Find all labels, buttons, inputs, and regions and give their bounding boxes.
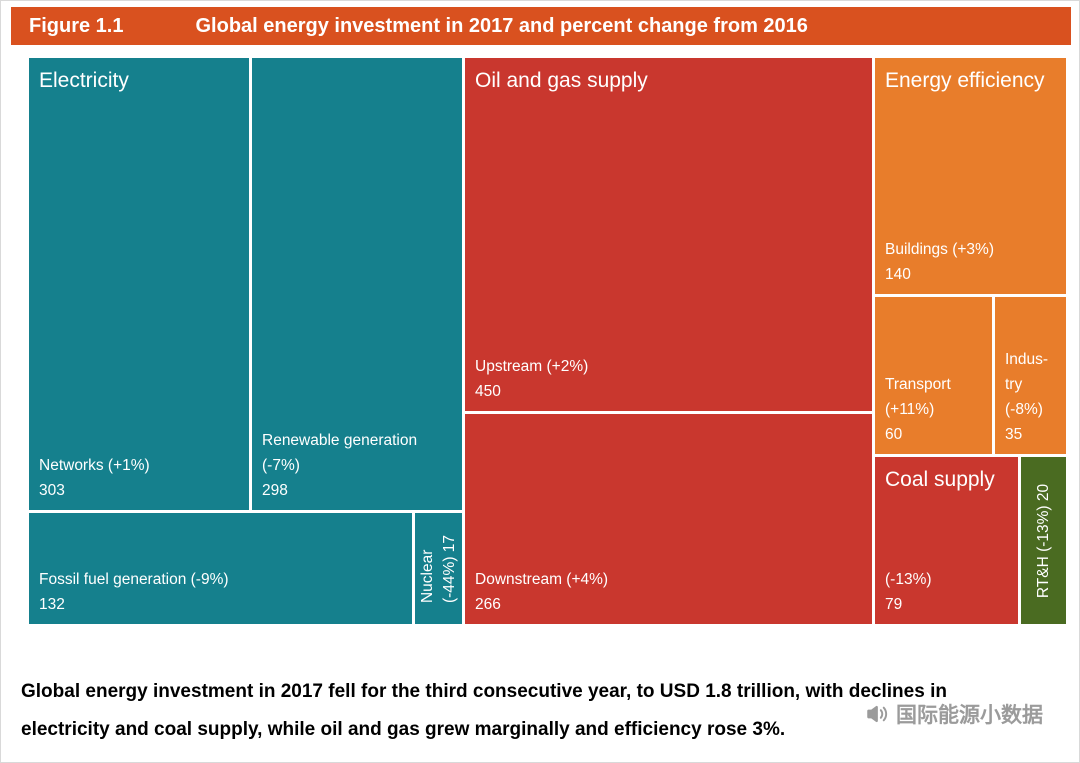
treemap-tile-renewable-generation: Renewable generation (-7%) 298 bbox=[252, 58, 462, 510]
treemap-tile-rth: RT&H (-13%) 20 bbox=[1021, 457, 1066, 624]
watermark: 国际能源小数据 bbox=[864, 699, 1043, 729]
caption-line-1: Global energy investment in 2017 fell fo… bbox=[21, 681, 947, 702]
group-header-electricity: Electricity bbox=[39, 69, 129, 92]
figure-title: Global energy investment in 2017 and per… bbox=[195, 14, 808, 37]
figure-number: Figure 1.1 bbox=[29, 14, 124, 37]
tile-value-renewable: 298 bbox=[262, 482, 288, 499]
tile-value-networks: 303 bbox=[39, 482, 65, 499]
tile-value-downstream: 266 bbox=[475, 596, 501, 613]
tile-label-coal: (-13%) bbox=[885, 571, 932, 588]
figure-caption: Global energy investment in 2017 fell fo… bbox=[21, 673, 1071, 749]
treemap-tile-nuclear: Nuclear (-44%) 17 bbox=[415, 513, 462, 624]
treemap-chart: Electricity Networks (+1%) 303 Renewable… bbox=[29, 58, 1066, 624]
tile-value-industry: 35 bbox=[1005, 426, 1023, 443]
tile-label-buildings: Buildings (+3%) bbox=[885, 241, 994, 258]
tile-value-transport: 60 bbox=[885, 426, 903, 443]
treemap-tile-buildings: Energy efficiency Buildings (+3%) 140 bbox=[875, 58, 1066, 294]
tile-label-downstream: Downstream (+4%) bbox=[475, 571, 609, 588]
treemap-tile-coal-supply: Coal supply (-13%) 79 bbox=[875, 457, 1018, 624]
tile-label-fossil: Fossil fuel generation (-9%) bbox=[39, 571, 229, 588]
tile-value-coal: 79 bbox=[885, 596, 903, 613]
tile-label-nuclear: Nuclear bbox=[418, 549, 436, 603]
group-header-oil-and-gas: Oil and gas supply bbox=[475, 69, 648, 92]
tile-label-networks: Networks (+1%) bbox=[39, 457, 150, 474]
caption-line-2: electricity and coal supply, while oil a… bbox=[21, 719, 786, 740]
tile-value-upstream: 450 bbox=[475, 383, 501, 400]
tile-label-renewable: Renewable generation (-7%) bbox=[262, 432, 418, 474]
tile-value-nuclear: (-44%) 17 bbox=[440, 534, 458, 603]
treemap-tile-industry: Indus-try (-8%) 35 bbox=[995, 297, 1066, 454]
tile-label-upstream: Upstream (+2%) bbox=[475, 358, 589, 375]
tile-label-industry: Indus-try (-8%) bbox=[1005, 351, 1049, 418]
tile-label-rth: RT&H (-13%) 20 bbox=[1034, 483, 1052, 598]
group-header-coal-supply: Coal supply bbox=[885, 468, 995, 491]
treemap-tile-fossil-fuel-generation: Fossil fuel generation (-9%) 132 bbox=[29, 513, 412, 624]
tile-label-transport: Transport (+11%) bbox=[885, 376, 951, 418]
tile-value-fossil: 132 bbox=[39, 596, 65, 613]
figure-header-bar: Figure 1.1 Global energy investment in 2… bbox=[11, 7, 1071, 45]
treemap-tile-downstream: Downstream (+4%) 266 bbox=[465, 414, 872, 624]
group-header-energy-efficiency: Energy efficiency bbox=[885, 69, 1045, 92]
megaphone-icon bbox=[864, 701, 890, 727]
treemap-tile-networks: Electricity Networks (+1%) 303 bbox=[29, 58, 249, 510]
treemap-tile-transport: Transport (+11%) 60 bbox=[875, 297, 992, 454]
treemap-tile-upstream: Oil and gas supply Upstream (+2%) 450 bbox=[465, 58, 872, 411]
watermark-text: 国际能源小数据 bbox=[896, 704, 1043, 727]
tile-value-buildings: 140 bbox=[885, 266, 911, 283]
